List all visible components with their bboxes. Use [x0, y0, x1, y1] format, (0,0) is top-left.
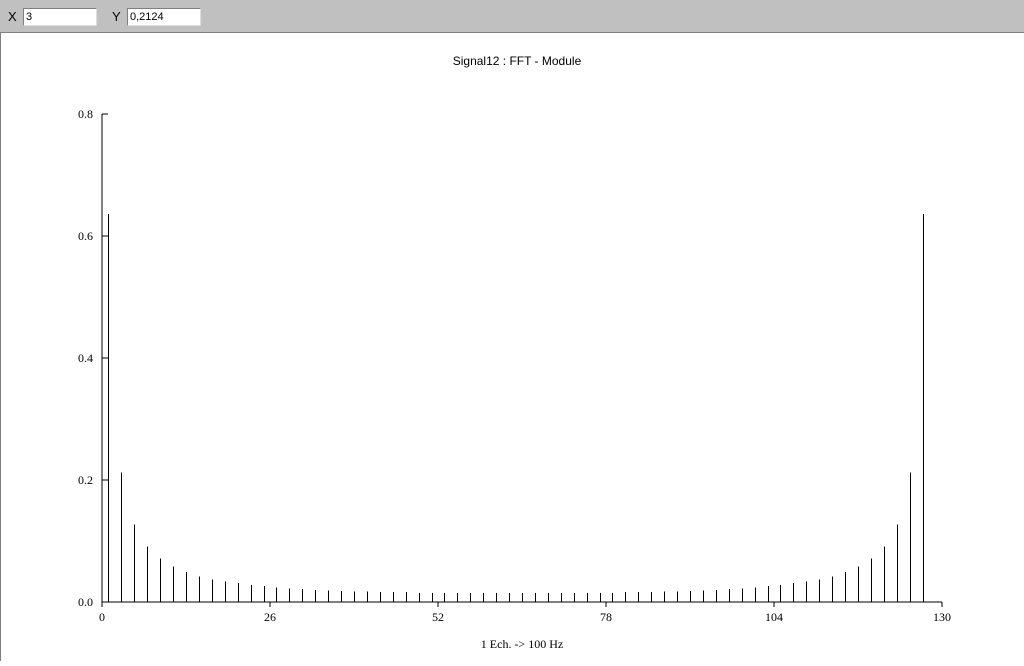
bars — [108, 214, 924, 602]
x-tick-label: 0 — [99, 610, 105, 624]
x-tick-label: 130 — [933, 610, 951, 624]
plot-area: Signal12 : FFT - Module 1 Ech. -> 100 Hz… — [0, 33, 1024, 661]
x-axis-label: 1 Ech. -> 100 Hz — [481, 637, 563, 651]
fft-chart: Signal12 : FFT - Module 1 Ech. -> 100 Hz… — [78, 54, 951, 651]
coordinate-toolbar: X Y — [0, 0, 1024, 33]
x-label: X — [8, 9, 17, 24]
x-value-field[interactable] — [23, 8, 97, 26]
axes: 0.0 0.2 0.4 0.6 0.8 0 26 52 78 104 130 — [78, 107, 951, 624]
y-tick-label: 0.4 — [78, 351, 93, 365]
x-tick-label: 78 — [600, 610, 612, 624]
x-tick-label: 52 — [432, 610, 444, 624]
y-tick-label: 0.0 — [78, 595, 93, 609]
y-tick-label: 0.6 — [78, 229, 93, 243]
x-tick-label: 26 — [264, 610, 276, 624]
x-tick-label: 104 — [765, 610, 783, 624]
y-tick-label: 0.2 — [78, 473, 93, 487]
y-label: Y — [112, 9, 121, 24]
y-value-field[interactable] — [127, 8, 201, 26]
y-tick-label: 0.8 — [78, 107, 93, 121]
chart-title: Signal12 : FFT - Module — [453, 54, 582, 68]
